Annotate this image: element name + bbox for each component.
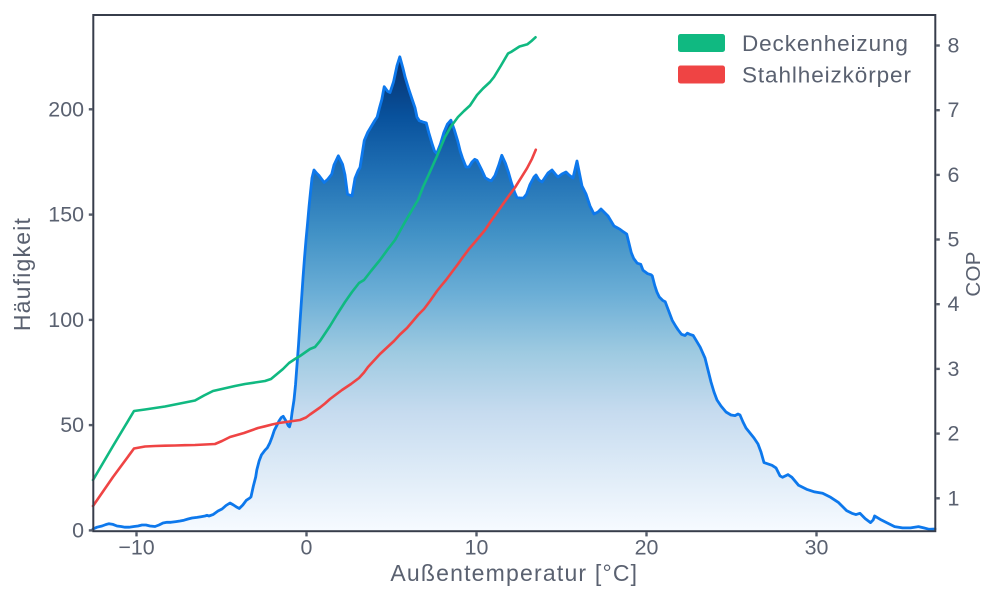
svg-text:5: 5 <box>948 228 960 252</box>
svg-text:100: 100 <box>48 308 84 332</box>
svg-text:Außentemperatur [°C]: Außentemperatur [°C] <box>390 560 638 586</box>
svg-text:7: 7 <box>948 98 960 122</box>
svg-text:Deckenheizung: Deckenheizung <box>742 31 909 56</box>
svg-text:8: 8 <box>948 34 960 58</box>
svg-text:200: 200 <box>48 97 84 121</box>
svg-text:150: 150 <box>48 203 84 227</box>
svg-text:−10: −10 <box>118 536 154 560</box>
svg-text:0: 0 <box>301 536 313 560</box>
svg-text:10: 10 <box>465 536 489 560</box>
svg-text:Stahlheizkörper: Stahlheizkörper <box>742 63 912 88</box>
svg-text:Häufigkeit: Häufigkeit <box>9 217 35 331</box>
svg-text:6: 6 <box>948 163 960 187</box>
svg-text:2: 2 <box>948 422 960 446</box>
svg-text:20: 20 <box>635 536 659 560</box>
svg-text:4: 4 <box>948 292 960 316</box>
svg-text:30: 30 <box>805 536 829 560</box>
svg-text:50: 50 <box>60 413 84 437</box>
svg-text:0: 0 <box>72 518 84 542</box>
svg-text:1: 1 <box>948 486 960 510</box>
svg-text:COP: COP <box>962 251 985 296</box>
svg-text:3: 3 <box>948 357 960 381</box>
